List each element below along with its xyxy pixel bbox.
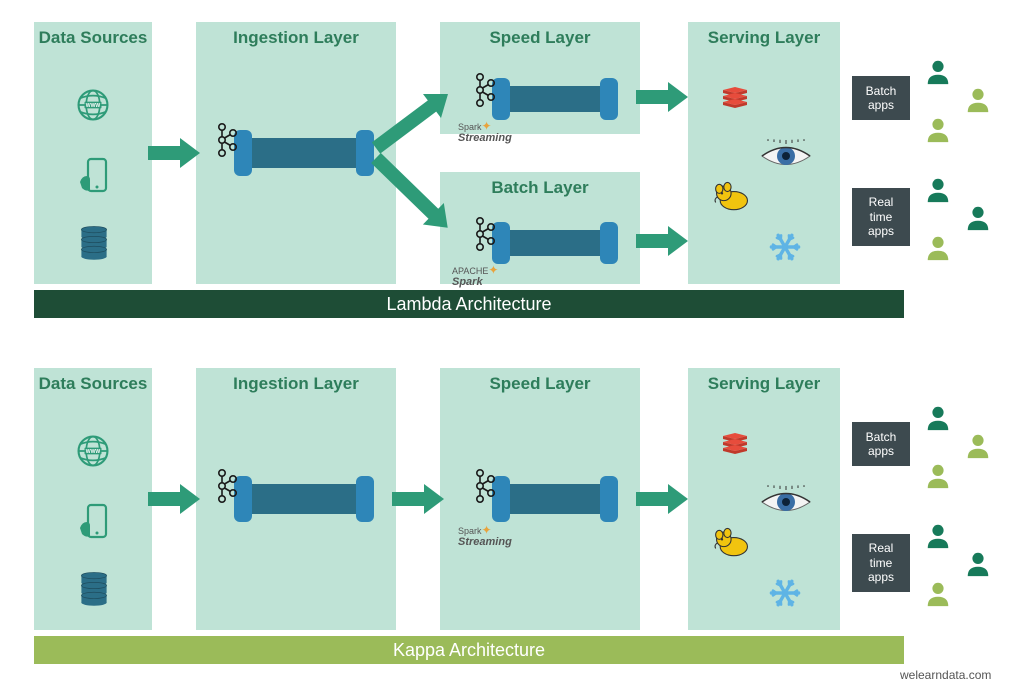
phone-icon	[76, 156, 116, 196]
kafka-icon	[472, 468, 496, 510]
kafka-icon	[214, 122, 238, 164]
phone-icon	[76, 502, 116, 542]
pipe-lambda-batch	[492, 222, 618, 264]
panel-title-kappa-ingestion: Ingestion Layer	[196, 368, 396, 394]
kafka-icon	[472, 216, 496, 258]
panel-title-lambda-serving: Serving Layer	[688, 22, 840, 48]
eye-icon	[760, 482, 812, 522]
globe-icon: WWW	[76, 88, 110, 122]
hadoop-icon	[712, 526, 752, 560]
lambda-title-bar: Lambda Architecture	[34, 290, 904, 318]
snowflake-icon	[768, 576, 802, 610]
person-icon	[924, 462, 952, 490]
panel-title-lambda-ingestion: Ingestion Layer	[196, 22, 396, 48]
redis-icon	[720, 84, 750, 114]
redis-icon	[720, 430, 750, 460]
spark-label: APACHE✦Spark	[452, 264, 498, 288]
pipe-kappa-ingestion	[234, 476, 374, 522]
person-icon	[924, 176, 952, 204]
panel-title-lambda-speed: Speed Layer	[440, 22, 640, 48]
svg-text:WWW: WWW	[86, 103, 101, 109]
eye-icon	[760, 136, 812, 176]
snowflake-icon	[768, 230, 802, 264]
hadoop-icon	[712, 180, 752, 214]
person-icon	[924, 404, 952, 432]
spark-label: Spark✦Streaming	[458, 120, 512, 144]
kafka-icon	[472, 72, 496, 114]
person-icon	[964, 432, 992, 460]
spark-label: Spark✦Streaming	[458, 524, 512, 548]
person-icon	[924, 58, 952, 86]
server-icon	[76, 226, 112, 262]
footer-credit: welearndata.com	[900, 668, 991, 682]
panel-title-lambda-batch: Batch Layer	[440, 172, 640, 198]
apps-box: Batchapps	[852, 76, 910, 120]
panel-title-kappa-serving: Serving Layer	[688, 368, 840, 394]
globe-icon: WWW	[76, 434, 110, 468]
apps-box: Realtimeapps	[852, 188, 910, 246]
person-icon	[964, 550, 992, 578]
panel-title-kappa-speed: Speed Layer	[440, 368, 640, 394]
svg-text:WWW: WWW	[86, 449, 101, 455]
arrow-icon	[392, 484, 444, 514]
person-icon	[964, 204, 992, 232]
kafka-icon	[214, 468, 238, 510]
server-icon	[76, 572, 112, 608]
person-icon	[964, 86, 992, 114]
person-icon	[924, 234, 952, 262]
apps-box: Batchapps	[852, 422, 910, 466]
person-icon	[924, 116, 952, 144]
arrow-icon	[636, 226, 688, 256]
arrow-icon	[148, 484, 200, 514]
pipe-lambda-ingestion	[234, 130, 374, 176]
panel-title-kappa-data_sources: Data Sources	[34, 368, 152, 394]
arrow-icon	[636, 82, 688, 112]
kappa-title-bar: Kappa Architecture	[34, 636, 904, 664]
pipe-kappa-speed	[492, 476, 618, 522]
apps-box: Realtimeapps	[852, 534, 910, 592]
pipe-lambda-speed	[492, 78, 618, 120]
panel-title-lambda-data_sources: Data Sources	[34, 22, 152, 48]
arrow-icon	[636, 484, 688, 514]
person-icon	[924, 522, 952, 550]
person-icon	[924, 580, 952, 608]
arrow-icon	[148, 138, 200, 168]
